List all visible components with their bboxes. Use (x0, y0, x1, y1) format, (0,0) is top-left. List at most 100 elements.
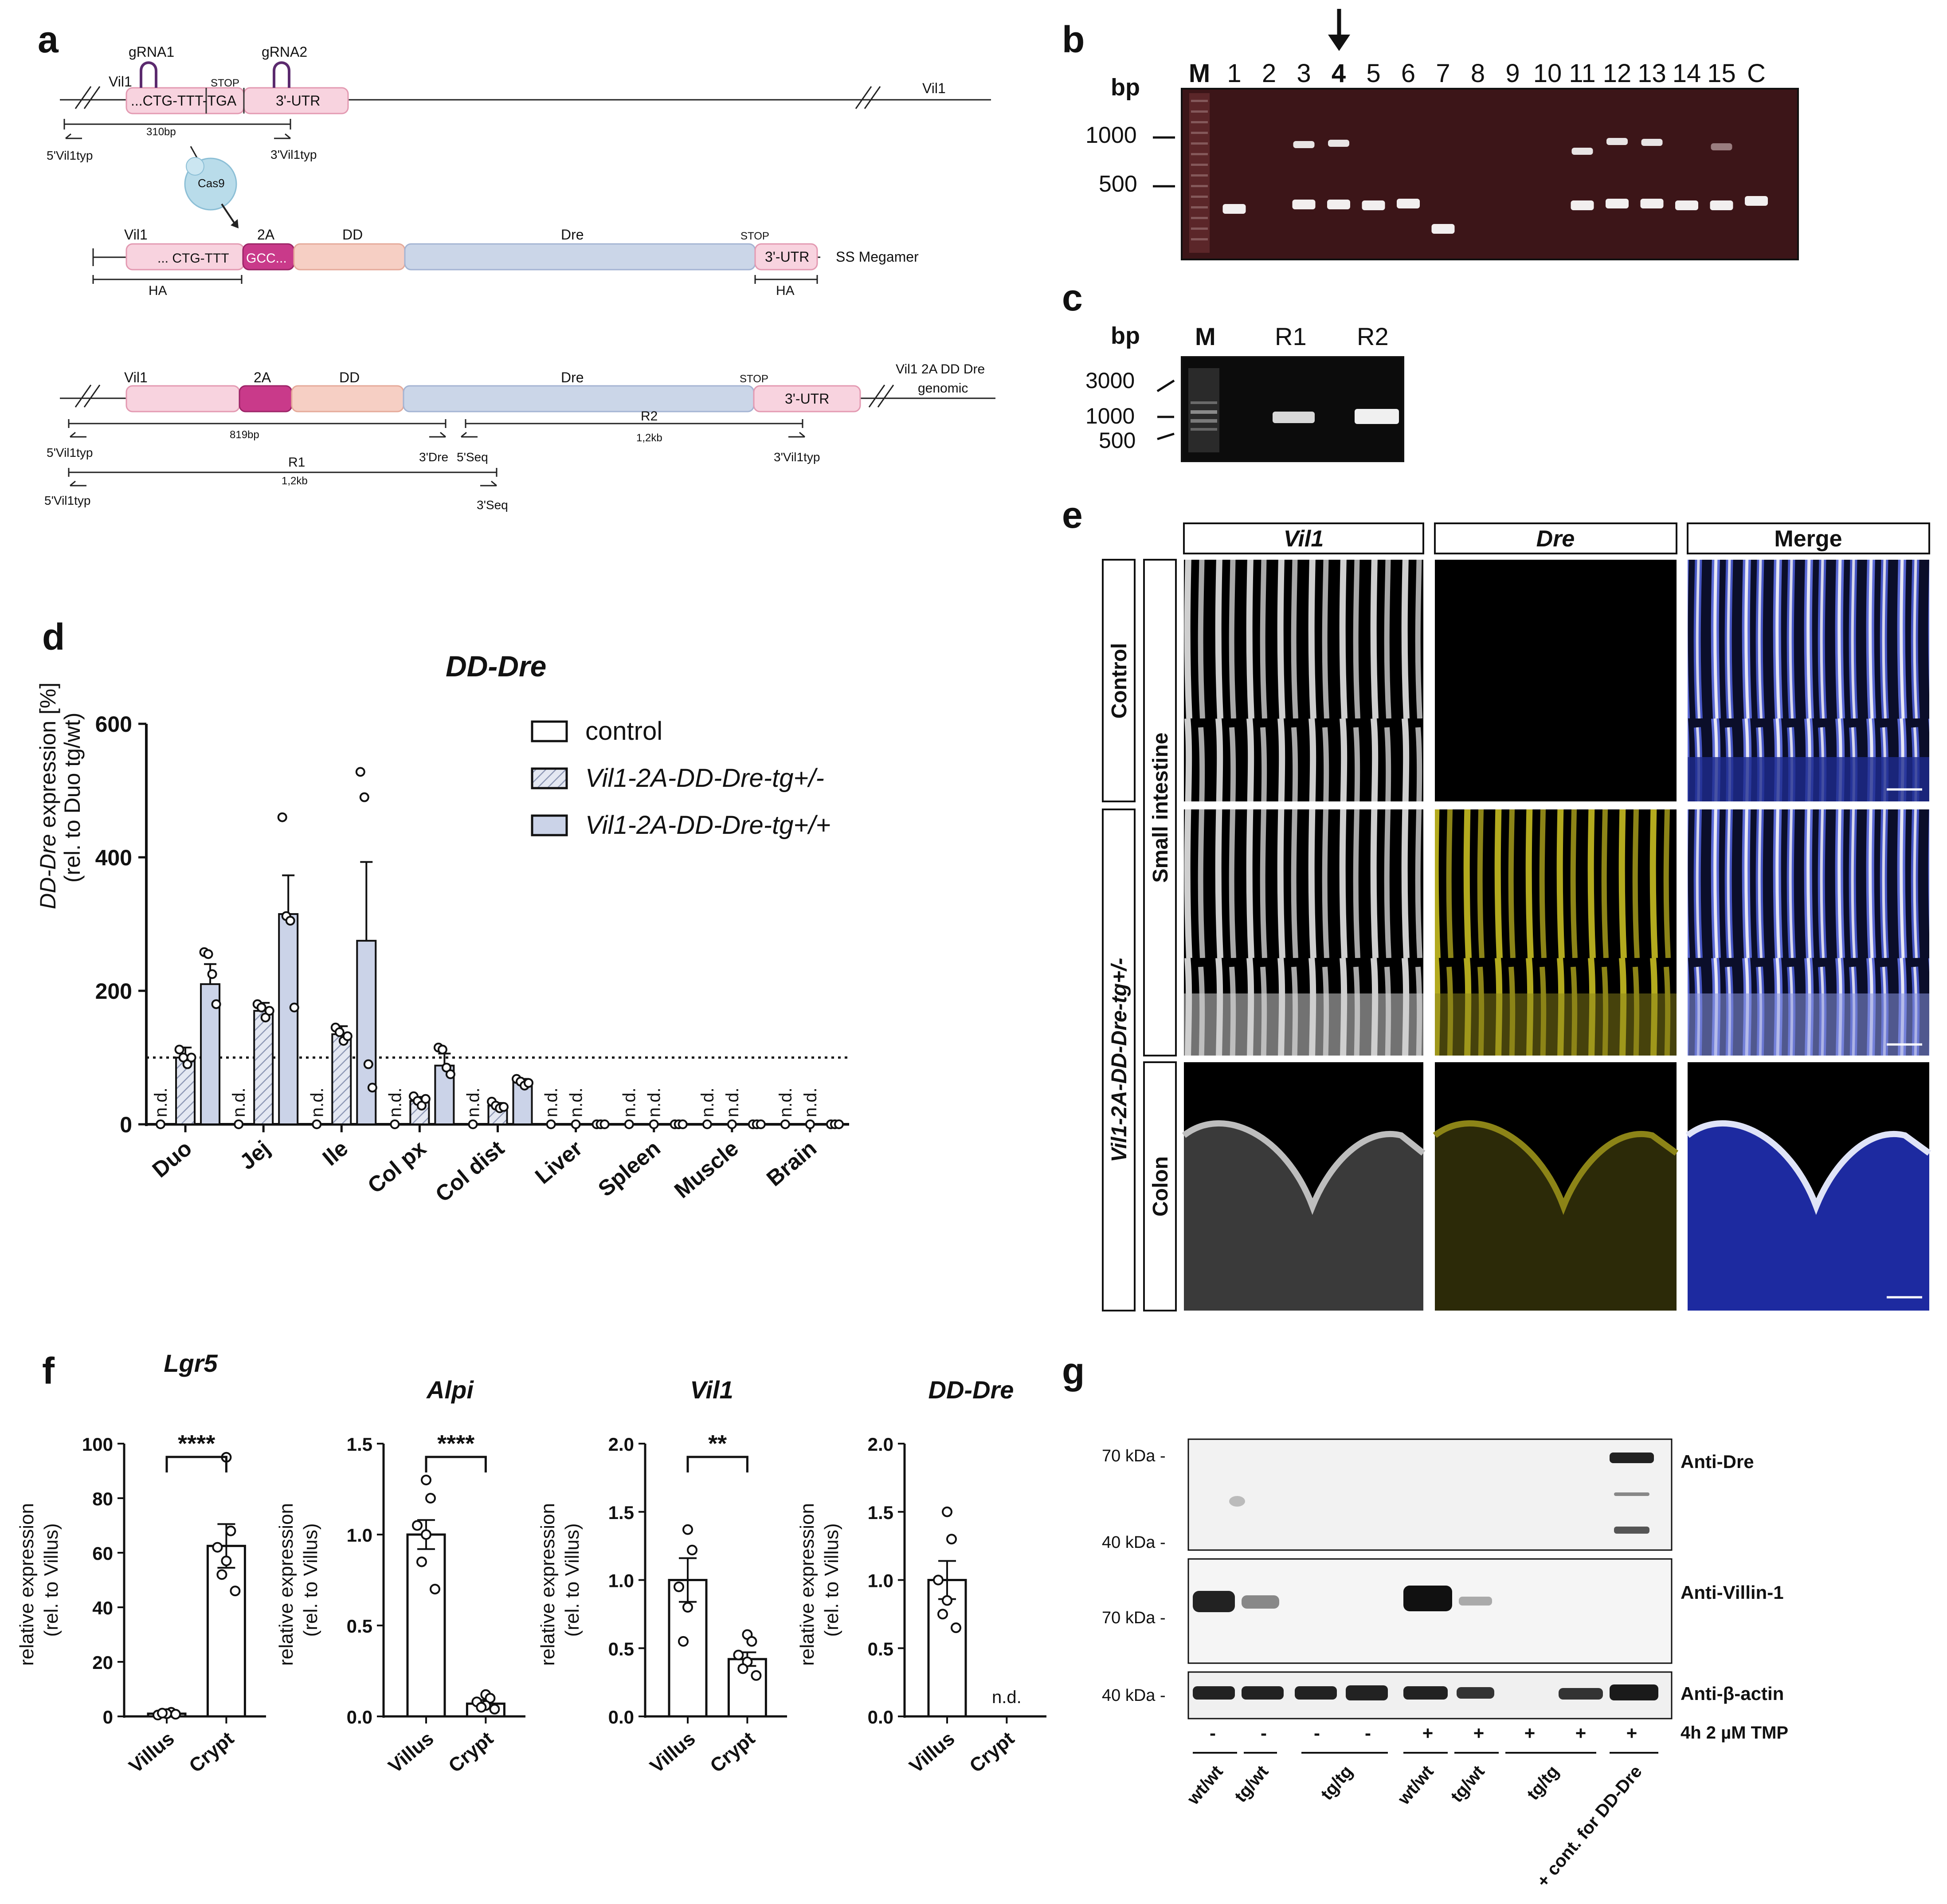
a-row3-r2-size: 1,2kb (636, 432, 662, 444)
a-row2-ha-left: HA (149, 283, 167, 298)
d-legend-swatch-het (531, 767, 568, 789)
g-tmp-mark: + (1524, 1723, 1536, 1743)
a-row2-gcc: GCC... (246, 251, 287, 266)
e-image-control-vil1 (1184, 560, 1423, 801)
g-genotype-label: tg/wt (1231, 1762, 1273, 1806)
a-row3-size-819: 819bp (230, 429, 259, 441)
g-antibody-dre: Anti-Dre (1681, 1451, 1754, 1472)
f-significance-bracket (425, 1456, 487, 1472)
gel-band (1641, 139, 1663, 146)
d-category-label: Col dist (431, 1135, 509, 1207)
c-bp-label: bp (1111, 322, 1140, 349)
f-data-point (170, 1709, 181, 1720)
f-category-label: Villus (905, 1727, 959, 1777)
f-category-label: Crypt (706, 1727, 759, 1777)
d-nd-label: n.d. (776, 1087, 795, 1117)
d-ylabel-line2: (rel. to Duo tg/wt) (60, 713, 85, 883)
a-row1-primer-f: 5'Vil1typ (47, 149, 93, 162)
a-row3-p-5vil1typ-a: 5'Vil1typ (47, 446, 93, 459)
f-category-label: Villus (384, 1727, 438, 1777)
f-data-point (682, 1602, 693, 1613)
a-row2-dd: DD (342, 227, 363, 243)
c-band-r1 (1273, 412, 1315, 423)
f-ytick-label: 40 (92, 1598, 113, 1618)
d-nd-label: n.d. (151, 1087, 171, 1117)
f-data-point (421, 1475, 431, 1485)
gel-band (1431, 224, 1455, 234)
d-data-point (285, 915, 295, 926)
f-data-point (942, 1595, 952, 1606)
g-tmp-mark: - (1210, 1723, 1216, 1743)
b-lane-label-12: 12 (1603, 59, 1632, 88)
f-data-point (951, 1622, 961, 1633)
gel-band (1640, 199, 1664, 208)
d-ytick-label: 600 (95, 712, 132, 737)
d-data-point (277, 812, 287, 822)
f-data-point (733, 1649, 744, 1661)
d-data-point (420, 1094, 431, 1104)
a-row3-r2: R2 (641, 409, 658, 424)
e-image-control-dre (1435, 560, 1677, 801)
d-data-point (834, 1119, 844, 1129)
a-row2-dd-box (293, 243, 406, 271)
f-ytick-label: 80 (92, 1488, 113, 1509)
f-chart-title: DD-Dre (928, 1376, 1014, 1404)
f-data-point (933, 1574, 944, 1586)
f-ylabel-1: relative expression (796, 1503, 818, 1666)
primer-arrow-icon (65, 133, 82, 139)
f-data-point (746, 1636, 757, 1647)
gel-band (1362, 200, 1385, 210)
e-row-transgenic: Vil1-2A-DD-Dre-tg+/- (1108, 958, 1131, 1162)
panel-label-b: b (1062, 19, 1085, 60)
e-col-merge: Merge (1774, 526, 1842, 552)
primer-arrow-icon (461, 432, 478, 438)
d-data-point (805, 1119, 815, 1129)
a-row1-vil1-right: Vil1 (922, 80, 946, 96)
f-ylabel-2: (rel. to Villus) (300, 1523, 321, 1637)
f-data-point (416, 1556, 427, 1567)
c-band-r2 (1355, 409, 1399, 424)
panel-c-gel: bp M R1 R2 3000 1000 500 (1085, 322, 1404, 462)
f-significance-bracket (686, 1456, 748, 1472)
g-tmp-mark: + (1626, 1723, 1638, 1743)
f-ytick-label: 1.5 (347, 1434, 372, 1455)
d-legend-swatch-control (531, 720, 568, 742)
d-data-point (678, 1119, 688, 1129)
f-data-point (212, 1542, 223, 1553)
b-lane-label-11: 11 (1569, 59, 1595, 88)
f-ytick-label: 1.0 (347, 1525, 372, 1546)
d-nd-label: n.d. (567, 1087, 586, 1117)
f-bar (406, 1533, 446, 1718)
b-lane-label-6: 6 (1401, 59, 1415, 88)
a-row3-dd: DD (339, 369, 360, 385)
d-nd-label: n.d. (385, 1087, 405, 1117)
g-genotype-label: wt/wt (1183, 1762, 1227, 1809)
g-tmp-mark: - (1261, 1723, 1267, 1743)
a-row3-genomic-1: Vil1 2A DD Dre (896, 362, 985, 377)
d-data-point (571, 1119, 581, 1129)
c-lane-m: M (1195, 322, 1216, 350)
g-tmp-label: 4h 2 µM TMP (1681, 1723, 1788, 1743)
d-bar (331, 1033, 352, 1125)
d-data-point (499, 1102, 509, 1112)
f-ytick-label: 20 (92, 1652, 113, 1673)
f-ytick-label: 0.0 (608, 1707, 634, 1727)
f-ytick-label: 100 (82, 1434, 113, 1455)
panel-label-e: e (1062, 494, 1083, 536)
d-ylabel-line1: DD-Dre expression [%] (35, 683, 60, 909)
a-row2-utr: 3'-UTR (765, 249, 809, 265)
f-category-label: Crypt (965, 1727, 1019, 1777)
a-cas9-label: Cas9 (198, 177, 225, 190)
d-nd-label: n.d. (464, 1087, 483, 1117)
d-nd-label: n.d. (698, 1087, 717, 1117)
d-nd-label: n.d. (723, 1087, 742, 1117)
c-tick-1000: 1000 (1085, 404, 1135, 428)
f-category-label: Crypt (185, 1727, 238, 1777)
d-legend-swatch-hom (531, 814, 568, 836)
a-row1-seq: ...CTG-TTT-TGA (131, 93, 237, 109)
f-data-point (946, 1534, 957, 1545)
g-marker-dre-40: 40 kDa - (1102, 1533, 1166, 1552)
grna1-icon (140, 61, 157, 88)
a-row3-utr: 3'-UTR (785, 391, 829, 407)
gel-band (1328, 140, 1349, 147)
